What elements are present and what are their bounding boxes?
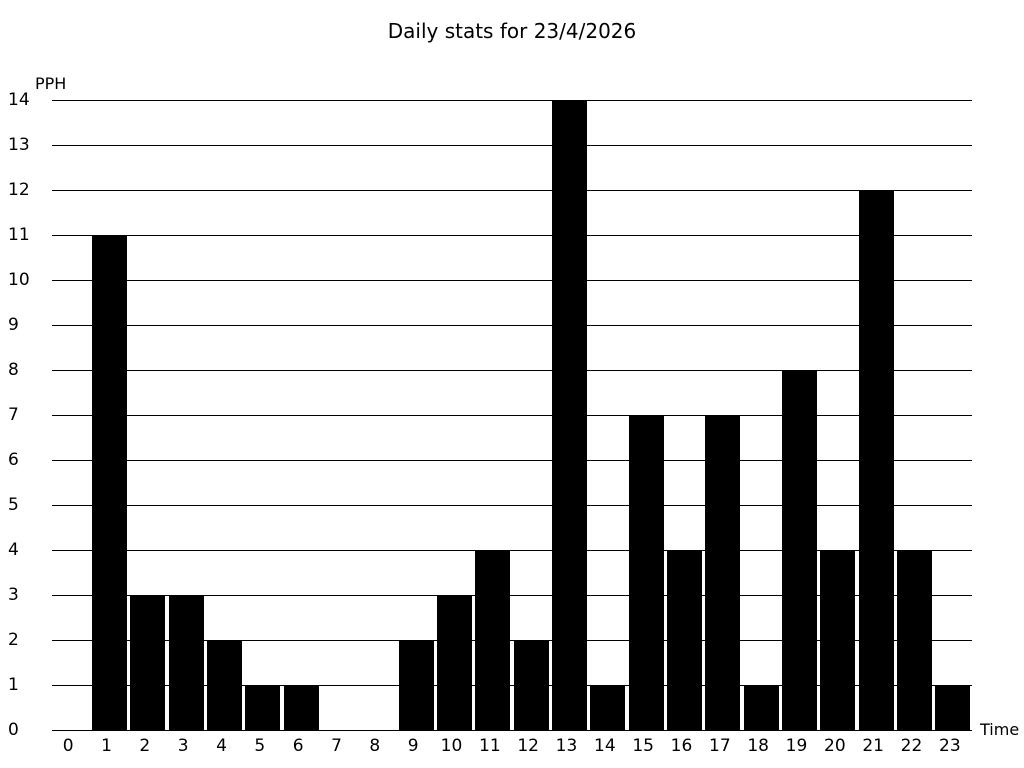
x-tick-label: 17: [709, 736, 731, 756]
gridline: [52, 190, 972, 191]
y-axis-title: PPH: [35, 74, 67, 93]
bar-hour-9: [398, 640, 434, 730]
bar-hour-5: [245, 685, 281, 730]
y-tick-label: 0: [8, 720, 19, 740]
y-tick-label: 6: [8, 450, 19, 470]
y-tick-label: 7: [8, 405, 19, 425]
y-tick-label: 12: [8, 180, 30, 200]
x-tick-label: 5: [254, 736, 266, 756]
bar-hour-16: [666, 550, 703, 730]
x-tick-label: 22: [900, 736, 923, 756]
bar-hour-2: [130, 595, 166, 730]
x-tick-label: 8: [369, 736, 381, 756]
x-tick-label: 23: [939, 736, 961, 756]
y-tick-label: 9: [8, 315, 19, 335]
y-tick-label: 11: [8, 225, 30, 245]
gridline: [52, 415, 972, 416]
bar-hour-15: [628, 415, 664, 730]
x-tick-label: 13: [555, 736, 578, 756]
bar-hour-4: [206, 640, 243, 730]
x-tick-label: 18: [747, 736, 769, 756]
y-tick-label: 14: [8, 90, 30, 110]
y-tick-label: 4: [8, 540, 19, 560]
bar-hour-12: [513, 640, 549, 730]
bar-hour-10: [436, 595, 473, 730]
bar-hour-20: [820, 550, 856, 730]
gridline: [52, 460, 972, 461]
x-tick-label: 12: [517, 736, 539, 756]
bar-hour-11: [475, 550, 511, 730]
x-tick-label: 10: [440, 736, 463, 756]
bar-hour-23: [935, 685, 971, 730]
bar-hour-14: [590, 685, 626, 730]
y-tick-label: 1: [8, 675, 19, 695]
x-tick-label: 4: [216, 736, 227, 756]
x-tick-label: 0: [62, 736, 74, 756]
y-tick-label: 2: [8, 630, 19, 650]
y-tick-label: 5: [8, 495, 19, 515]
x-tick-label: 19: [785, 736, 808, 756]
bar-hour-3: [168, 595, 204, 730]
gridline: [52, 730, 972, 731]
bar-hour-19: [781, 370, 818, 730]
gridline: [52, 145, 972, 146]
y-tick-label: 10: [8, 270, 30, 290]
gridline: [52, 550, 972, 551]
x-tick-label: 6: [292, 736, 304, 756]
y-tick-label: 3: [8, 585, 19, 605]
x-tick-label: 3: [177, 736, 189, 756]
gridline: [52, 370, 972, 371]
bar-hour-17: [705, 415, 741, 730]
x-tick-label: 2: [139, 736, 151, 756]
bar-hour-22: [896, 550, 933, 730]
x-tick-label: 21: [862, 736, 884, 756]
gridline: [52, 325, 972, 326]
y-tick-label: 8: [8, 360, 19, 380]
bar-hour-13: [551, 100, 588, 730]
gridline: [52, 100, 972, 101]
x-tick-label: 9: [407, 736, 419, 756]
gridline: [52, 505, 972, 506]
bar-hour-1: [91, 235, 128, 730]
x-tick-label: 11: [479, 736, 501, 756]
gridline: [52, 685, 972, 686]
x-tick-label: 1: [101, 736, 112, 756]
x-tick-label: 15: [632, 736, 654, 756]
x-tick-label: 7: [331, 736, 342, 756]
bar-hour-21: [858, 190, 894, 730]
gridline: [52, 640, 972, 641]
gridline: [52, 280, 972, 281]
bar-hour-6: [283, 685, 319, 730]
chart-title: Daily stats for 23/4/2026: [387, 19, 637, 43]
x-tick-label: 14: [594, 736, 616, 756]
y-tick-label: 13: [8, 135, 30, 155]
bar-hour-18: [743, 685, 779, 730]
x-tick-label: 20: [824, 736, 846, 756]
x-axis-title: Time: [980, 720, 1020, 739]
gridline: [52, 235, 972, 236]
x-tick-label: 16: [670, 736, 693, 756]
gridline: [52, 595, 972, 596]
